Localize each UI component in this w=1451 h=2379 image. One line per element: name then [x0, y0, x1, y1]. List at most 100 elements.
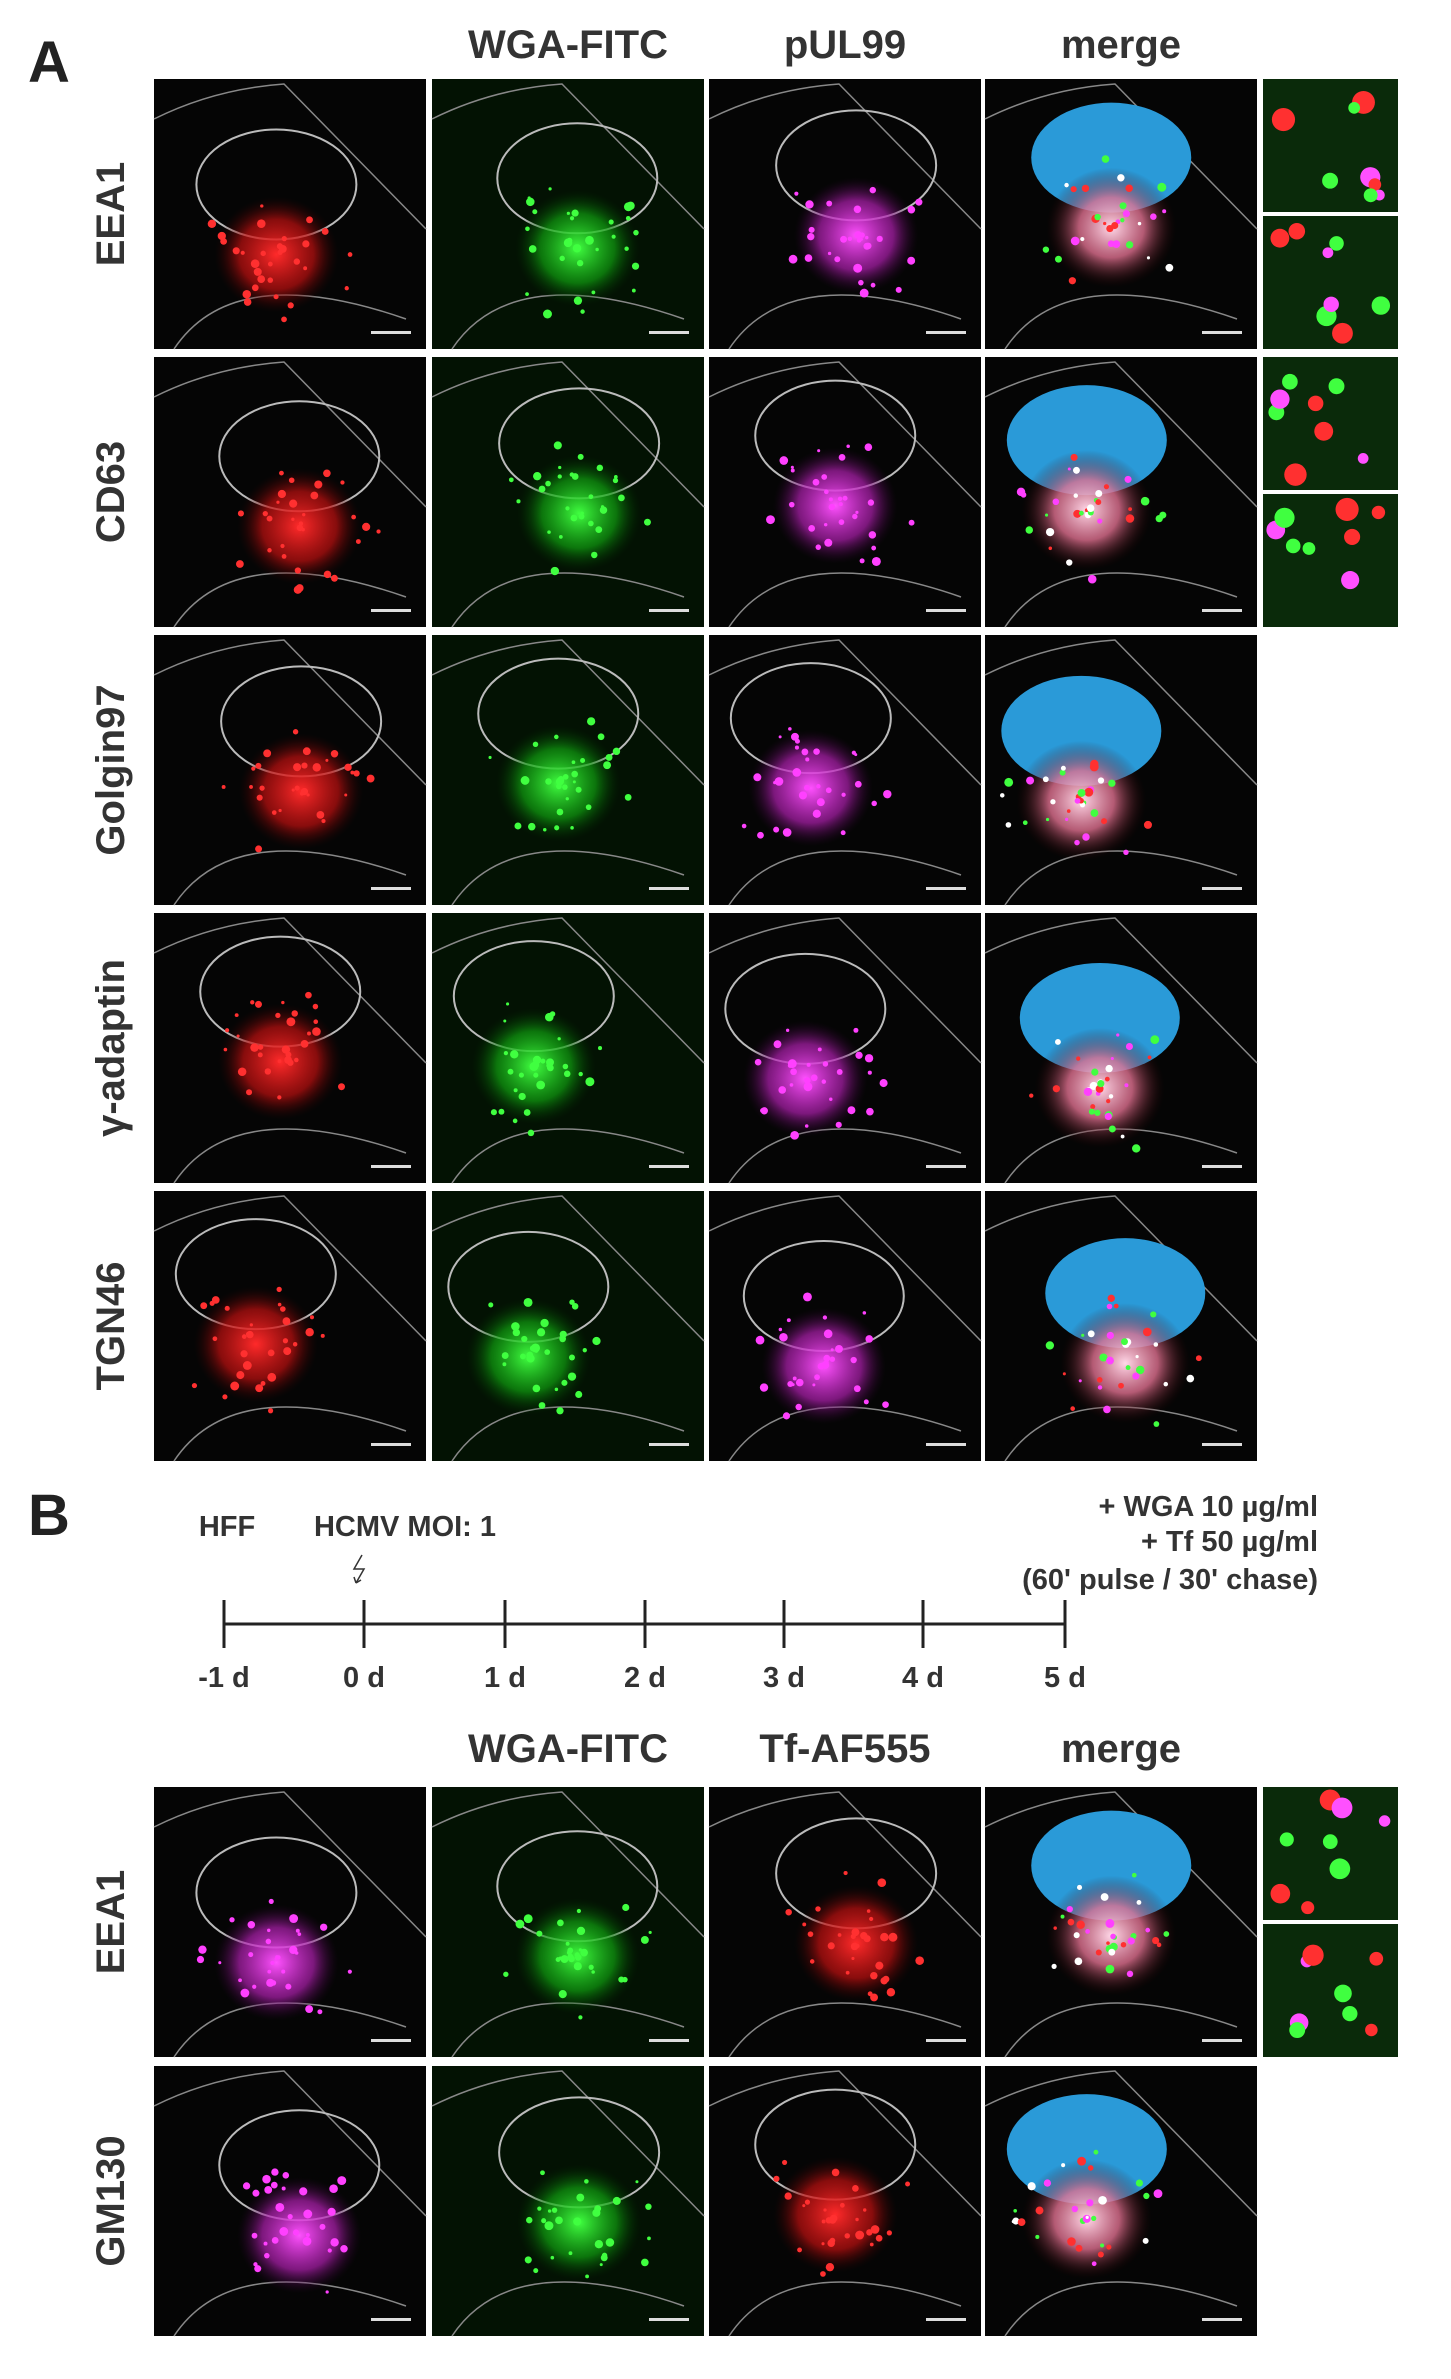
puncta [1052, 1085, 1061, 1093]
puncta [576, 259, 584, 267]
puncta [1097, 1385, 1103, 1390]
puncta [242, 289, 252, 299]
puncta [1068, 277, 1077, 285]
inset-puncta [1270, 1883, 1291, 1904]
puncta [1147, 1055, 1152, 1060]
puncta [622, 1903, 630, 1912]
puncta [1150, 213, 1157, 220]
puncta [312, 763, 321, 772]
puncta [827, 1942, 835, 1950]
puncta [568, 1955, 575, 1963]
puncta [808, 226, 815, 233]
puncta [847, 236, 853, 241]
puncta [281, 1969, 286, 1974]
puncta [512, 1328, 521, 1337]
puncta [853, 263, 863, 273]
puncta [870, 1971, 878, 1980]
puncta [611, 234, 616, 239]
puncta [816, 784, 821, 789]
puncta [250, 1000, 255, 1005]
puncta [1059, 769, 1066, 776]
micrograph [708, 1787, 982, 2058]
scale-bar [649, 609, 689, 612]
puncta [804, 1077, 811, 1084]
scale-bar [1202, 2039, 1242, 2042]
puncta [854, 753, 858, 757]
puncta [828, 2216, 837, 2224]
puncta [585, 2274, 590, 2279]
puncta [249, 1323, 253, 1327]
puncta [1000, 793, 1005, 798]
inset-puncta [1279, 1832, 1294, 1847]
puncta [1125, 184, 1133, 192]
puncta [1105, 1064, 1113, 1073]
puncta [548, 187, 552, 191]
puncta [234, 1013, 239, 1018]
puncta [1163, 1381, 1169, 1387]
puncta [250, 1043, 259, 1052]
scale-bar [1202, 887, 1242, 890]
puncta [289, 1945, 298, 1955]
puncta [591, 551, 598, 559]
puncta [596, 464, 604, 472]
puncta [1113, 1303, 1119, 1309]
puncta [196, 1955, 205, 1964]
puncta [1045, 817, 1050, 822]
puncta [1127, 1937, 1135, 1945]
puncta [253, 2262, 258, 2267]
puncta [635, 2180, 639, 2184]
puncta [835, 1344, 843, 1353]
inset-puncta [1284, 463, 1307, 486]
puncta [774, 777, 784, 786]
puncta [1103, 221, 1107, 226]
puncta [260, 250, 266, 257]
puncta [1076, 1920, 1085, 1930]
inset-puncta [1288, 222, 1306, 240]
puncta [236, 1371, 245, 1380]
inset-puncta [1331, 1797, 1353, 1819]
puncta [1005, 822, 1012, 828]
puncta [355, 539, 361, 544]
puncta [540, 1318, 549, 1328]
puncta [599, 2263, 603, 2267]
puncta [841, 792, 846, 797]
puncta [855, 510, 859, 514]
puncta [895, 286, 902, 293]
cell-outline [708, 2070, 982, 2337]
puncta [1067, 1918, 1075, 1926]
puncta [791, 732, 799, 741]
puncta [808, 524, 816, 532]
micrograph [153, 2066, 427, 2337]
puncta [645, 2203, 652, 2210]
scale-bar [649, 331, 689, 334]
puncta [845, 1970, 850, 1975]
puncta [558, 1990, 567, 1999]
puncta [1086, 504, 1095, 512]
puncta [563, 238, 573, 248]
puncta [559, 1330, 567, 1338]
puncta [323, 570, 332, 579]
puncta [241, 1334, 247, 1339]
puncta [344, 793, 348, 797]
puncta [303, 266, 308, 271]
puncta [1091, 2215, 1097, 2222]
puncta [538, 1402, 546, 1409]
puncta [1087, 2165, 1094, 2171]
puncta [778, 1327, 783, 1332]
scale-bar [371, 331, 411, 334]
puncta [523, 1109, 531, 1116]
puncta [1104, 1112, 1112, 1121]
puncta [1084, 787, 1094, 797]
puncta [1097, 2251, 1104, 2258]
puncta [353, 770, 360, 777]
puncta [864, 443, 873, 451]
puncta [1022, 820, 1028, 826]
puncta [238, 1978, 242, 1983]
puncta [254, 1000, 262, 1008]
puncta [862, 2208, 867, 2212]
puncta [283, 1347, 292, 1356]
puncta [327, 2207, 336, 2216]
cell-outline [984, 2070, 1258, 2337]
puncta [1045, 513, 1049, 517]
puncta [1045, 1341, 1055, 1350]
